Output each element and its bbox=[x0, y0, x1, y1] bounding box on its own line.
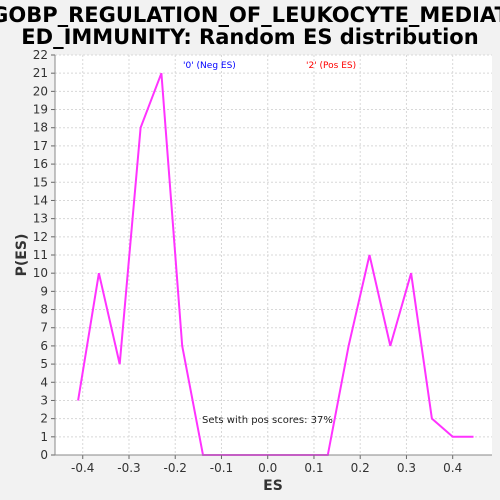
x-tick-label: -0.2 bbox=[164, 461, 187, 475]
y-tick-label: 18 bbox=[33, 121, 48, 135]
y-tick-label: 0 bbox=[40, 448, 48, 462]
y-tick-label: 5 bbox=[40, 357, 48, 371]
y-tick-label: 9 bbox=[40, 284, 48, 298]
y-tick-label: 10 bbox=[33, 266, 48, 280]
y-tick-label: 7 bbox=[40, 321, 48, 335]
y-tick-label: 11 bbox=[33, 248, 48, 262]
y-tick-label: 1 bbox=[40, 430, 48, 444]
chart-title-line-2: ED_IMMUNITY: Random ES distribution bbox=[21, 25, 478, 49]
x-tick-label: 0.1 bbox=[304, 461, 323, 475]
grid bbox=[55, 54, 492, 456]
y-tick-label: 14 bbox=[33, 193, 48, 207]
y-tick-label: 20 bbox=[33, 84, 48, 98]
y-tick-label: 12 bbox=[33, 230, 48, 244]
x-tick-label: 0.3 bbox=[397, 461, 416, 475]
y-tick-label: 17 bbox=[33, 139, 48, 153]
annotation-pos-scores: Sets with pos scores: 37% bbox=[202, 415, 333, 426]
legend-item-neg-es: '0' (Neg ES) bbox=[183, 61, 236, 71]
x-tick-label: -0.1 bbox=[210, 461, 233, 475]
chart-title-line-1: GOBP_REGULATION_OF_LEUKOCYTE_MEDIAT bbox=[0, 3, 500, 27]
y-tick-label: 16 bbox=[33, 157, 48, 171]
y-tick-label: 19 bbox=[33, 103, 48, 117]
x-axis-label: ES bbox=[263, 478, 283, 494]
y-tick-label: 6 bbox=[40, 339, 48, 353]
y-tick-label: 13 bbox=[33, 212, 48, 226]
y-axis-label: P(ES) bbox=[14, 234, 30, 277]
y-tick-label: 22 bbox=[33, 48, 48, 62]
x-tick-label: 0.0 bbox=[258, 461, 277, 475]
x-tick-label: 0.2 bbox=[351, 461, 370, 475]
x-tick-label: -0.3 bbox=[117, 461, 140, 475]
y-tick-label: 21 bbox=[33, 66, 48, 80]
x-tick-label: 0.4 bbox=[443, 461, 462, 475]
y-tick-label: 4 bbox=[40, 375, 48, 389]
y-tick-label: 8 bbox=[40, 303, 48, 317]
y-tick-label: 3 bbox=[40, 393, 48, 407]
x-tick-label: -0.4 bbox=[71, 461, 94, 475]
y-tick-label: 15 bbox=[33, 175, 48, 189]
legend-item-pos-es: '2' (Pos ES) bbox=[306, 61, 356, 71]
y-tick-label: 2 bbox=[40, 412, 48, 426]
axes: 012345678910111213141516171819202122-0.4… bbox=[33, 48, 492, 475]
